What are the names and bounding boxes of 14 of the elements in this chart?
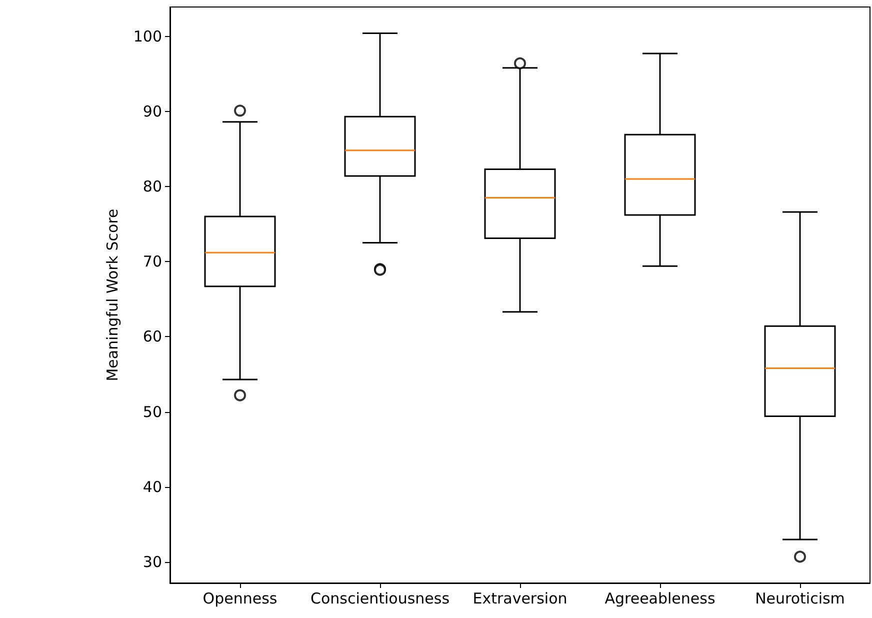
y-tick-label: 50 [142, 402, 162, 421]
x-tick-label: Agreeableness [604, 590, 716, 608]
y-tick-label: 30 [142, 552, 162, 571]
y-tick-label: 60 [142, 328, 162, 346]
y-tick-label: 100 [133, 27, 162, 46]
y-axis-title: Meaningful Work Score [104, 208, 122, 382]
y-tick-label: 90 [142, 102, 162, 120]
y-tick-label: 40 [142, 478, 162, 496]
x-tick-label: Extraversion [472, 590, 568, 608]
x-tick-label: Openness [202, 590, 278, 608]
x-tick-label: Neuroticism [755, 590, 845, 608]
y-tick-label: 70 [142, 252, 162, 271]
x-tick-label: Conscientiousness [310, 590, 450, 608]
y-tick-label: 80 [142, 177, 162, 196]
